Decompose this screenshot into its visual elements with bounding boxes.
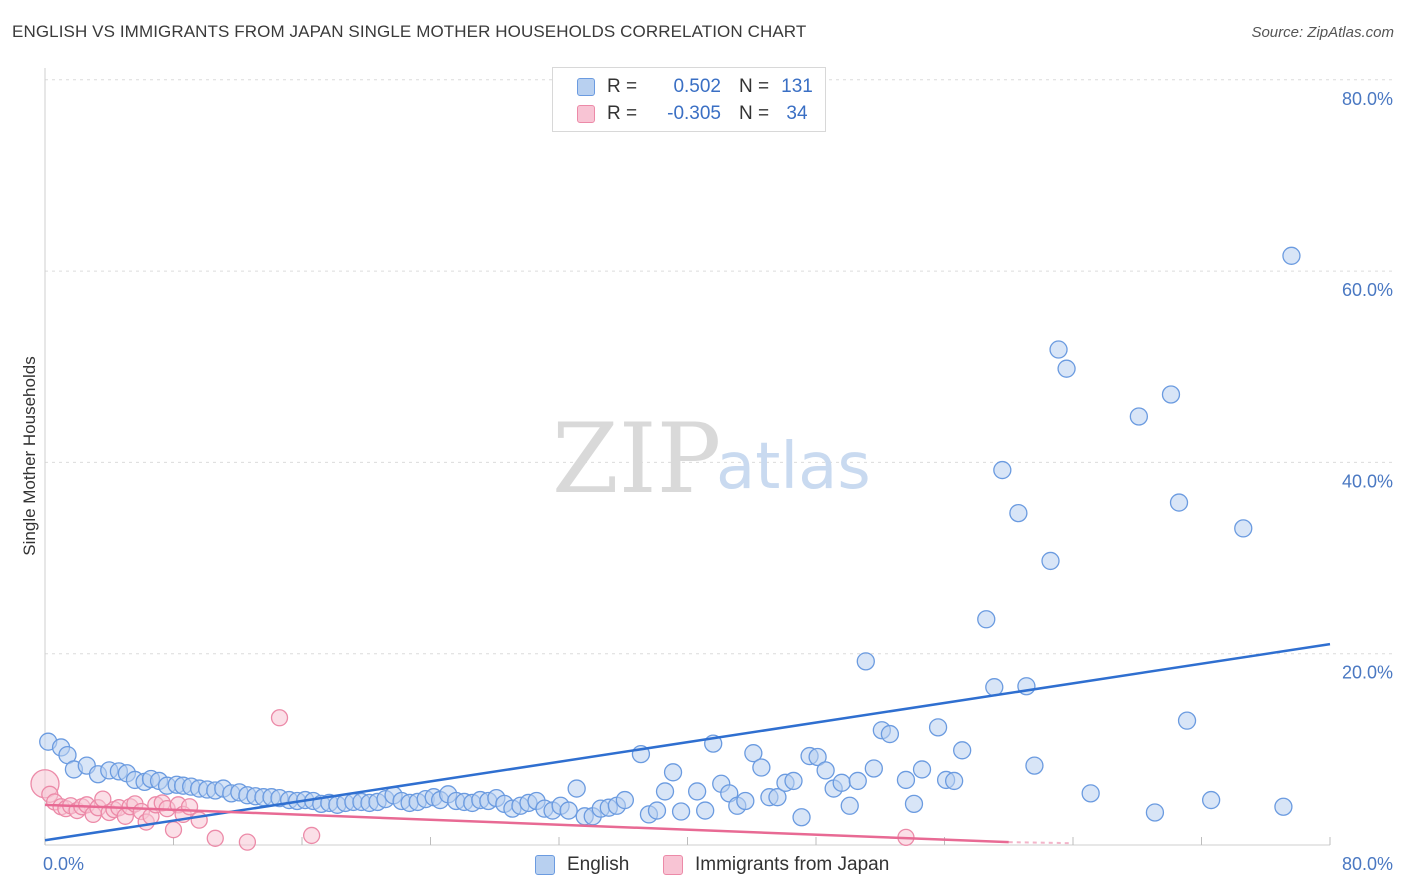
english-swatch [577,78,595,96]
english-point [744,744,763,763]
legend-item-english[interactable]: English [535,852,629,878]
english-point [880,724,900,744]
english-point [1049,340,1068,359]
english-point [1234,519,1253,538]
r-label: R = [607,76,638,97]
japan-legend-label: Immigrants from Japan [695,854,890,875]
english-trend-line [44,642,1331,842]
n-label: N = [739,76,770,97]
english-point [1282,246,1301,265]
r-label: R = [607,103,638,124]
r-value: -0.305 [667,103,721,124]
trend-lines [44,642,1331,845]
japan-point [180,798,199,816]
english-point [1145,803,1165,822]
japan-legend-swatch [663,855,683,875]
japan-point [238,833,257,851]
english-point [1129,407,1149,426]
english-point [671,802,691,821]
watermark: ZIP atlas [552,403,871,515]
english-point [663,763,683,782]
english-point [647,801,667,820]
english-legend-swatch [535,855,555,875]
english-point [1057,359,1076,378]
english-point [977,610,996,629]
english-point [896,770,916,790]
legend-item-japan[interactable]: Immigrants from Japan [663,852,889,878]
english-point [1009,503,1028,523]
english-point [792,808,811,827]
japan-trend-extension [1008,841,1069,845]
y-tick-label: 40.0% [1342,471,1393,491]
correlation-legend: R = 0.502 N = 131 R = -0.305 N = 34 [552,67,826,132]
english-point [832,773,851,792]
japan-points [30,709,915,851]
english-point [953,741,972,760]
english-point [1161,385,1181,404]
japan-point [190,811,208,829]
english-point [1177,711,1197,730]
english-point [1041,551,1060,571]
japan-swatch [577,105,595,123]
english-point [816,761,835,780]
legend-row-japan: R = -0.305 N = 34 [553,100,817,128]
english-point [559,801,578,820]
english-point [1169,493,1189,512]
english-point [848,771,867,791]
english-point [696,801,715,820]
english-point [840,796,859,815]
english-point [784,771,803,791]
english-point [655,782,675,801]
source-label: Source: ZipAtlas.com [1251,24,1394,41]
tick-labels: 20.0% 40.0% 60.0% 80.0% 0.0% 80.0% [43,89,1393,874]
english-point [993,460,1012,480]
y-tick-label: 20.0% [1342,663,1393,683]
japan-point [270,709,289,727]
y-tick-label: 60.0% [1342,280,1393,300]
english-legend-label: English [567,854,630,875]
english-point [1081,784,1100,803]
n-value: 34 [786,103,808,124]
series-legend: English Immigrants from Japan [0,852,1406,878]
english-point [567,779,586,798]
japan-point [164,821,183,839]
english-point [912,760,932,779]
r-value: 0.502 [673,76,721,97]
english-point [1025,756,1044,775]
english-point [808,747,827,767]
english-point [752,758,771,777]
english-point [864,759,883,778]
chart-title: ENGLISH VS IMMIGRANTS FROM JAPAN SINGLE … [12,22,807,41]
n-value: 131 [781,76,813,97]
n-label: N = [739,103,770,124]
english-point [985,678,1004,697]
y-tick-label: 80.0% [1342,89,1393,109]
watermark-atlas: atlas [716,430,871,504]
japan-point [302,826,321,845]
x-tick-label: 80.0% [1342,854,1393,874]
english-point [736,791,755,811]
x-tick-label: 0.0% [43,854,84,874]
english-point [1201,790,1221,810]
watermark-zip: ZIP [552,403,721,515]
english-point [856,652,875,671]
english-point [768,788,787,807]
english-point [944,771,964,791]
japan-point [206,829,224,847]
english-point [687,782,707,801]
gridlines [45,79,1392,655]
english-point [615,790,635,810]
english-point [904,794,924,814]
japan-trend-line [44,803,1009,844]
english-points [39,246,1301,827]
legend-row-english: R = 0.502 N = 131 [553,73,817,101]
english-point [928,718,948,737]
english-point [1274,797,1293,816]
